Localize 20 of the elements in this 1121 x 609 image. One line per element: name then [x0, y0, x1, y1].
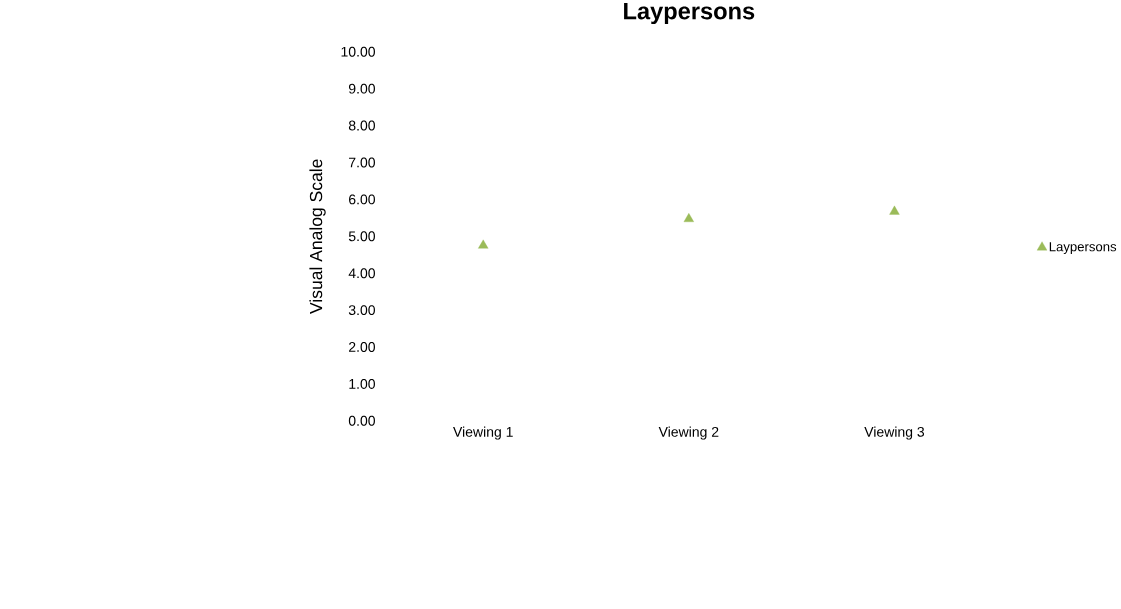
y-tick-label: 8.00 — [348, 120, 375, 131]
chart-title: Laypersons — [624, 2, 755, 25]
point — [889, 205, 900, 215]
point — [683, 213, 694, 222]
x-tick-label: Viewing 1 — [453, 426, 513, 440]
y-tick-label: 9.00 — [348, 83, 375, 94]
point — [478, 239, 489, 249]
y-tick-label: 6.00 — [349, 194, 375, 205]
y-tick-label: 5.00 — [348, 231, 375, 242]
x-tick-label: Viewing 2 — [658, 426, 719, 440]
y-tick-label: 7.00 — [349, 157, 375, 168]
legend-label: Laypersons — [1049, 242, 1117, 254]
y-axis-title: Visual Analog Scale — [309, 159, 326, 314]
y-tick-label: 4.00 — [348, 268, 375, 279]
y-tick-label: 0.00 — [348, 415, 375, 426]
x-tick-label: Viewing 3 — [864, 426, 925, 440]
y-tick-label: 2.00 — [349, 342, 375, 352]
y-tick-label: 1.00 — [349, 378, 375, 389]
y-tick-label: 3.00 — [348, 305, 375, 316]
y-tick-label: 10.00 — [341, 46, 375, 57]
